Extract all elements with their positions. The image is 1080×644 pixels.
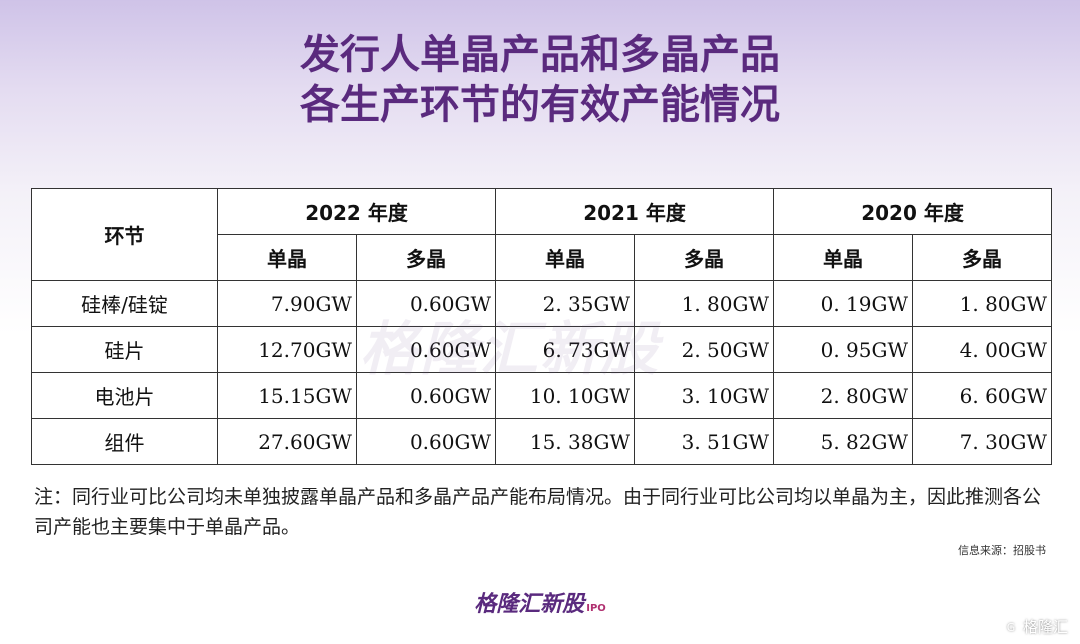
value-cell: 6. 73GW: [495, 326, 636, 373]
source-label: 信息来源：招股书: [958, 544, 1046, 557]
sub-header-poly: 多晶: [634, 234, 775, 281]
year-header-row: 环节 2022 年度 2021 年度 2020 年度: [31, 188, 1053, 281]
year-header-2021: 2021 年度: [495, 188, 775, 235]
corner-brand: G 格隆汇: [1001, 616, 1068, 637]
value-cell: 27.60GW: [217, 418, 357, 465]
table-row: 组件 27.60GW 0.60GW 15. 38GW 3. 51GW 5. 82…: [31, 418, 1053, 465]
value-cell: 1. 80GW: [912, 280, 1053, 327]
brand-logo-text: 格隆汇新股: [474, 592, 585, 617]
sub-header-mono: 单晶: [217, 234, 357, 281]
sub-header-mono: 单晶: [495, 234, 636, 281]
value-cell: 7. 30GW: [912, 418, 1053, 465]
title-line-2: 各生产环节的有效产能情况: [300, 82, 780, 128]
capacity-table: 环节 2022 年度 2021 年度 2020 年度 单晶 多晶 单晶 多晶 单…: [31, 188, 1053, 465]
value-cell: 0.60GW: [355, 280, 497, 327]
value-cell: 5. 82GW: [773, 418, 914, 465]
value-cell: 1. 80GW: [634, 280, 775, 327]
table-row: 硅片 12.70GW 0.60GW 6. 73GW 2. 50GW 0. 95G…: [31, 326, 1053, 373]
value-cell: 0.60GW: [355, 326, 497, 373]
year-header-2020: 2020 年度: [773, 188, 1053, 235]
page-title: 发行人单晶产品和多晶产品 各生产环节的有效产能情况: [0, 30, 1080, 130]
value-cell: 15. 38GW: [495, 418, 636, 465]
stage-cell: 电池片: [31, 372, 218, 419]
stage-cell: 硅棒/硅锭: [31, 280, 218, 327]
stage-header: 环节: [31, 188, 218, 281]
title-line-1: 发行人单晶产品和多晶产品: [300, 32, 780, 78]
value-cell: 3. 10GW: [634, 372, 775, 419]
table-row: 电池片 15.15GW 0.60GW 10. 10GW 3. 10GW 2. 8…: [31, 372, 1053, 419]
brand-logo: 格隆汇新股 IPO: [0, 586, 1080, 618]
year-header-2022: 2022 年度: [216, 188, 497, 235]
table-row: 硅棒/硅锭 7.90GW 0.60GW 2. 35GW 1. 80GW 0. 1…: [31, 280, 1053, 327]
value-cell: 2. 35GW: [495, 280, 636, 327]
value-cell: 2. 80GW: [773, 372, 914, 419]
value-cell: 2. 50GW: [634, 326, 775, 373]
value-cell: 0.60GW: [355, 372, 497, 419]
stage-cell: 硅片: [31, 326, 218, 373]
value-cell: 6. 60GW: [912, 372, 1053, 419]
value-cell: 12.70GW: [217, 326, 357, 373]
value-cell: 0.60GW: [355, 418, 497, 465]
corner-brand-text: 格隆汇: [1022, 618, 1068, 636]
sub-header-poly: 多晶: [355, 234, 497, 281]
value-cell: 4. 00GW: [912, 326, 1053, 373]
sub-header-poly: 多晶: [912, 234, 1053, 281]
value-cell: 10. 10GW: [495, 372, 636, 419]
value-cell: 3. 51GW: [634, 418, 775, 465]
value-cell: 15.15GW: [217, 372, 357, 419]
sub-header-mono: 单晶: [773, 234, 914, 281]
value-cell: 7.90GW: [217, 280, 357, 327]
stage-cell: 组件: [31, 418, 218, 465]
brand-logo-suffix: IPO: [586, 603, 606, 614]
value-cell: 0. 95GW: [773, 326, 914, 373]
footnote: 注：同行业可比公司均未单独披露单晶产品和多晶产品产能布局情况。由于同行业可比公司…: [34, 486, 1042, 538]
brand-icon: G: [1001, 618, 1020, 637]
value-cell: 0. 19GW: [773, 280, 914, 327]
